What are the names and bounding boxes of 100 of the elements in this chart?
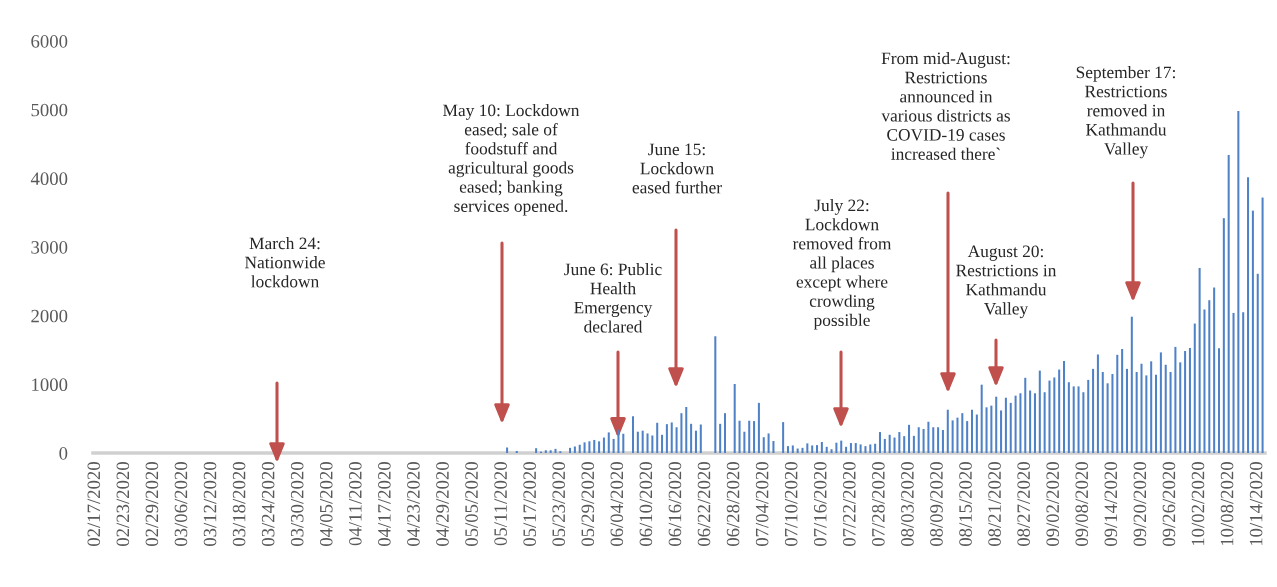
x-tick-label: 04/17/2020: [378, 462, 391, 547]
annotation: May 10: Lockdown eased; sale of foodstuff and agricultural goods eased; banking services opened.: [443, 104, 580, 216]
x-tick-label: 10/08/2020: [1220, 462, 1234, 546]
bar: [1111, 374, 1114, 453]
bar: [617, 429, 620, 453]
bar: [869, 444, 872, 453]
bar: [723, 413, 727, 453]
bar: [1024, 377, 1027, 453]
bar: [665, 424, 668, 453]
bar: [961, 413, 964, 453]
bar: [598, 441, 601, 453]
bar: [1193, 323, 1196, 453]
bar: [1203, 309, 1206, 453]
bar: [651, 435, 654, 453]
y-tick-label: 0: [59, 447, 68, 460]
bar: [946, 409, 949, 453]
bar: [898, 432, 901, 453]
bar: [922, 428, 925, 453]
bar: [506, 447, 509, 453]
x-tick-label: 08/15/2020: [959, 462, 972, 547]
x-tick-label: 03/30/2020: [290, 462, 304, 547]
bar: [646, 433, 649, 453]
bar: [631, 416, 635, 453]
bar: [1179, 362, 1182, 453]
x-tick-label: 04/11/2020: [348, 462, 362, 546]
bar: [738, 420, 741, 453]
bar: [1159, 352, 1162, 453]
bar: [578, 444, 581, 453]
x-tick-label: 09/14/2020: [1104, 462, 1118, 547]
bar: [874, 443, 877, 453]
bar: [806, 443, 809, 453]
bar: [1043, 392, 1046, 453]
bar: [757, 402, 760, 453]
x-tick-label: 06/28/2020: [726, 462, 740, 547]
x-tick-label: 06/04/2020: [610, 462, 624, 547]
bar: [956, 417, 959, 453]
bar: [1009, 402, 1012, 453]
x-tick-label: 05/17/2020: [523, 462, 536, 547]
bar: [908, 424, 911, 453]
x-tick-label: 09/20/2020: [1133, 462, 1147, 547]
bar: [699, 424, 702, 453]
bar: [1261, 197, 1264, 453]
bar: [1082, 392, 1085, 453]
bar: [1198, 267, 1201, 453]
bar: [733, 383, 736, 453]
y-tick-label: 6000: [31, 35, 68, 48]
bar: [1101, 371, 1104, 453]
bar: [1004, 397, 1007, 453]
bar: [680, 413, 683, 453]
bar: [927, 421, 930, 453]
bar: [569, 447, 572, 453]
bar: [782, 422, 785, 453]
bar: [1222, 218, 1225, 453]
bar: [835, 442, 838, 453]
bar: [1130, 316, 1133, 453]
bar: [588, 441, 591, 453]
bar: [975, 414, 978, 453]
bar: [583, 442, 586, 453]
bar: [549, 450, 552, 453]
x-tick-label: 05/05/2020: [465, 462, 478, 547]
x-tick-label: 06/22/2020: [697, 462, 711, 547]
x-tick-label: 07/04/2020: [755, 462, 769, 547]
bar: [1174, 346, 1177, 453]
bar: [1063, 360, 1066, 453]
bar: [1169, 371, 1172, 453]
bar: [1242, 312, 1245, 453]
bar: [685, 406, 688, 453]
annotation: From mid-August: Restrictions announced in various districts as COVID-19 cases increased there`: [881, 52, 1010, 160]
bar: [970, 409, 974, 453]
bar: [1092, 368, 1095, 453]
bar: [1121, 348, 1124, 453]
bar: [951, 420, 954, 453]
bar: [535, 448, 538, 453]
bar: [966, 421, 969, 453]
x-tick-label: 03/24/2020: [261, 462, 275, 547]
bar: [1019, 393, 1022, 453]
x-tick-label: 08/21/2020: [988, 462, 1001, 547]
annotation: September 17: Restrictions removed in Kathmandu Valley: [1076, 66, 1175, 159]
annotation: August 20: Restrictions in Kathmandu Valley: [956, 245, 1057, 319]
x-tick-label: 08/27/2020: [1017, 462, 1030, 547]
bar: [980, 384, 983, 453]
bar: [990, 405, 993, 453]
y-tick-label: 5000: [31, 103, 68, 117]
bar: [1033, 393, 1036, 453]
bar: [602, 437, 605, 453]
x-tick-label: 07/16/2020: [813, 462, 827, 547]
bar: [811, 445, 814, 453]
bar: [1067, 382, 1070, 453]
x-tick-label: 07/28/2020: [872, 462, 885, 547]
bar: [690, 423, 693, 453]
bar: [1155, 374, 1158, 453]
bar: [849, 443, 852, 453]
bar: [1014, 395, 1017, 453]
bar: [1237, 111, 1240, 453]
x-tick-label: 10/14/2020: [1249, 462, 1263, 546]
bar: [593, 439, 596, 453]
bar: [1116, 354, 1119, 453]
annotation: June 6: Public Health Emergency declared: [564, 263, 662, 333]
x-tick-label: 03/06/2020: [174, 462, 188, 547]
bar: [1256, 273, 1259, 453]
